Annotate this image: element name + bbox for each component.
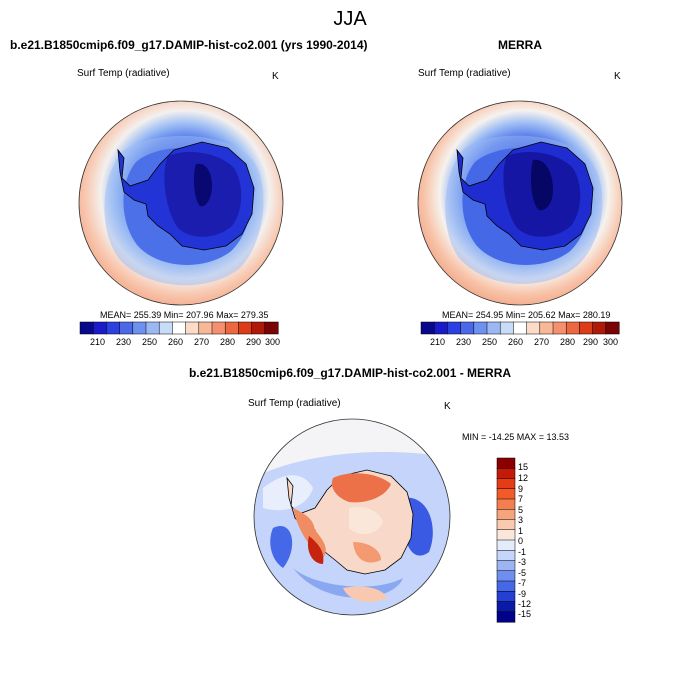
panel-2-cb-label-6: 290	[583, 337, 599, 347]
panel-3-cb-label-12: -9	[518, 589, 527, 599]
colorbar-swatch	[119, 321, 134, 335]
panel-3-stats: MIN = -14.25 MAX = 13.53	[462, 432, 570, 442]
colorbar-swatch	[145, 321, 160, 335]
panel-1-stats: MEAN= 255.39 Min= 207.96 Max= 279.35	[100, 310, 269, 320]
panel-3-cb-label-11: -7	[518, 578, 527, 588]
colorbar-swatch	[552, 321, 567, 335]
figure-title: JJA	[333, 8, 367, 30]
panel-3-cb-label-9: -3	[518, 557, 527, 567]
colorbar-swatch	[605, 321, 620, 335]
colorbar-swatch	[526, 321, 541, 335]
colorbar-swatch	[565, 321, 580, 335]
panel-1-title: b.e21.B1850cmip6.f09_g17.DAMIP-hist-co2.…	[10, 38, 368, 52]
colorbar-swatch	[496, 550, 516, 562]
panel-2-units: K	[614, 71, 621, 82]
colorbar-swatch	[496, 509, 516, 521]
panel-3-cb-label-0: 15	[518, 462, 529, 472]
panel-2-title: MERRA	[498, 38, 542, 52]
colorbar-swatch	[513, 321, 528, 335]
colorbar-swatch	[539, 321, 554, 335]
panel-3-cb-label-6: 1	[518, 526, 524, 536]
panel-1-cb-label-3: 260	[168, 337, 184, 347]
colorbar-swatch	[473, 321, 488, 335]
panel-3-cb-label-8: -1	[518, 547, 527, 557]
colorbar-swatch	[496, 580, 516, 592]
panel-1-variable: Surf Temp (radiative)	[77, 68, 170, 79]
panel-2-map	[417, 100, 623, 306]
colorbar-swatch	[185, 321, 200, 335]
panel-1-cb-label-7: 300	[265, 337, 281, 347]
colorbar-swatch	[106, 321, 121, 335]
colorbar-swatch	[460, 321, 475, 335]
colorbar-swatch	[496, 468, 516, 480]
panel-3-cb-label-4: 5	[518, 505, 524, 515]
colorbar-swatch	[496, 498, 516, 510]
colorbar-swatch	[496, 488, 516, 500]
colorbar-swatch	[198, 321, 213, 335]
panel-3-cb-label-3: 7	[518, 494, 524, 504]
panel-1-cb-label-1: 230	[116, 337, 132, 347]
colorbar-swatch	[496, 539, 516, 551]
panel-3-cb-label-14: -15	[518, 609, 532, 619]
colorbar-swatch	[592, 321, 607, 335]
colorbar-swatch	[496, 601, 516, 613]
panel-1-cb-label-5: 280	[220, 337, 236, 347]
panel-3-map	[253, 418, 451, 616]
panel-2-cb-label-4: 270	[534, 337, 550, 347]
colorbar-swatch	[496, 570, 516, 582]
colorbar-swatch	[579, 321, 594, 335]
colorbar-swatch	[172, 321, 187, 335]
colorbar-swatch	[132, 321, 147, 335]
panel-3-cb-label-7: 0	[518, 536, 524, 546]
panel-1-map	[78, 100, 284, 306]
colorbar-swatch	[79, 321, 94, 335]
colorbar-swatch	[496, 478, 516, 490]
panel-3-cb-label-2: 9	[518, 484, 524, 494]
colorbar-swatch	[433, 321, 448, 335]
panel-2-cb-label-1: 230	[456, 337, 472, 347]
colorbar-swatch	[496, 591, 516, 603]
panel-3-cb-label-5: 3	[518, 515, 524, 525]
colorbar-swatch	[211, 321, 226, 335]
panel-2-cb-label-3: 260	[508, 337, 524, 347]
panel-2-colorbar	[420, 321, 620, 335]
panel-3-title: b.e21.B1850cmip6.f09_g17.DAMIP-hist-co2.…	[188, 366, 512, 380]
panel-2-variable: Surf Temp (radiative)	[418, 68, 511, 79]
colorbar-swatch	[447, 321, 462, 335]
panel-2-cb-label-7: 300	[603, 337, 619, 347]
panel-1-units: K	[272, 71, 279, 82]
colorbar-swatch	[496, 457, 516, 469]
colorbar-swatch	[224, 321, 239, 335]
colorbar-swatch	[496, 560, 516, 572]
panel-3-variable: Surf Temp (radiative)	[248, 398, 341, 409]
colorbar-swatch	[496, 519, 516, 531]
colorbar-swatch	[496, 611, 516, 623]
panel-1-cb-label-6: 290	[246, 337, 262, 347]
colorbar-swatch	[499, 321, 514, 335]
panel-3-colorbar	[496, 457, 516, 623]
colorbar-swatch	[251, 321, 266, 335]
panel-3-cb-label-10: -5	[518, 568, 527, 578]
panel-2-cb-label-2: 250	[482, 337, 498, 347]
colorbar-swatch	[158, 321, 173, 335]
colorbar-swatch	[420, 321, 435, 335]
colorbar-swatch	[496, 529, 516, 541]
colorbar-swatch	[486, 321, 501, 335]
panel-1-cb-label-2: 250	[142, 337, 158, 347]
panel-2-stats: MEAN= 254.95 Min= 205.62 Max= 280.19	[442, 310, 611, 320]
panel-1-cb-label-0: 210	[90, 337, 106, 347]
panel-3-units: K	[444, 401, 451, 412]
panel-3-cb-label-13: -12	[518, 599, 532, 609]
panel-3-cb-label-1: 12	[518, 473, 529, 483]
panel-2-cb-label-0: 210	[430, 337, 446, 347]
colorbar-swatch	[264, 321, 279, 335]
panel-1-cb-label-4: 270	[194, 337, 210, 347]
panel-2-cb-label-5: 280	[560, 337, 576, 347]
colorbar-swatch	[238, 321, 253, 335]
colorbar-swatch	[92, 321, 107, 335]
panel-1-colorbar	[79, 321, 279, 335]
